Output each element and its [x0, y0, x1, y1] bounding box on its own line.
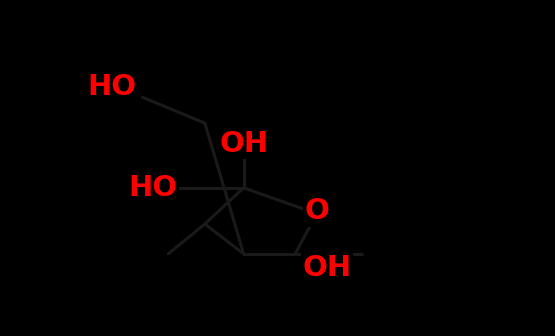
Text: O: O [304, 197, 329, 225]
Text: HO: HO [129, 174, 178, 202]
Text: OH: OH [219, 130, 268, 158]
Text: OH: OH [303, 254, 352, 282]
Text: HO: HO [88, 73, 137, 101]
